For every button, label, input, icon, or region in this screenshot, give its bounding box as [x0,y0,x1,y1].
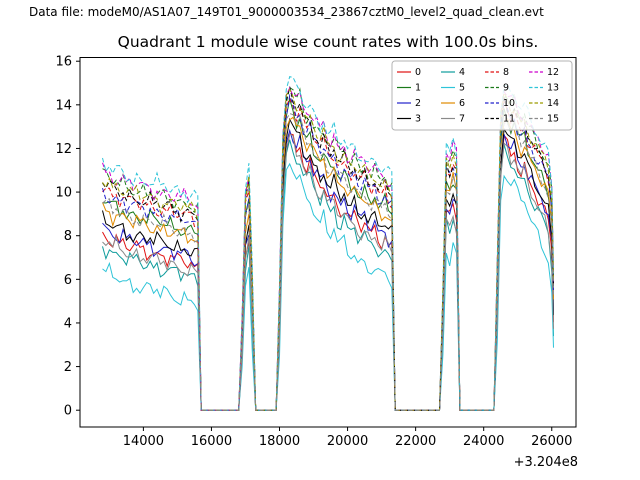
x-tick-label: 20000 [327,434,368,449]
legend-label-11: 11 [503,114,515,125]
x-tick-label: 16000 [191,434,232,449]
legend-label-6: 6 [459,98,465,109]
series-line-14 [102,88,554,411]
series-line-3 [102,117,554,411]
legend-label-4: 4 [459,67,465,78]
legend-label-5: 5 [459,83,465,94]
axes-frame [79,57,577,428]
x-tick-label: 24000 [463,434,504,449]
x-tick-label: 14000 [123,434,164,449]
series-line-0 [102,133,554,411]
y-tick-label: 0 [64,404,72,419]
legend-label-1: 1 [415,83,421,94]
series-line-13 [102,75,554,411]
series-line-1 [102,98,554,411]
y-tick-label: 12 [55,142,72,157]
series-line-11 [102,86,554,411]
legend-label-12: 12 [547,67,559,78]
legend-label-0: 0 [415,67,421,78]
chart-title: Quadrant 1 module wise count rates with … [118,33,539,51]
x-tick-label: 22000 [395,434,436,449]
series-line-15 [102,113,554,411]
series-line-10 [102,93,554,411]
x-offset-label: +3.204e8 [514,455,578,470]
y-tick-label: 4 [64,316,72,331]
series-line-4 [102,139,554,411]
series-line-7 [102,133,554,411]
y-tick-label: 8 [64,229,72,244]
legend-box [391,60,573,131]
series-line-9 [102,86,554,411]
data-file-label: Data file: modeM0/AS1A07_149T01_90000035… [29,5,544,19]
y-tick-label: 14 [55,98,72,113]
legend-label-10: 10 [503,98,515,109]
legend-label-2: 2 [415,98,421,109]
plot-area: 14000 16000 18000 20000 22000 24000 26000 0 2 4 6 8… [55,55,577,449]
legend-label-7: 7 [459,114,465,125]
legend-label-3: 3 [415,114,421,125]
x-tick-label: 26000 [531,434,572,449]
y-tick-label: 6 [64,273,72,288]
legend-label-14: 14 [547,98,559,109]
y-tick-label: 16 [55,55,72,70]
legend-label-13: 13 [547,83,559,94]
legend-label-8: 8 [503,67,509,78]
y-tick-label: 2 [64,360,72,375]
y-tick-label: 10 [55,186,72,201]
legend-label-15: 15 [547,114,559,125]
series-line-8 [102,97,554,411]
legend-label-9: 9 [503,83,509,94]
x-tick-label: 18000 [259,434,300,449]
